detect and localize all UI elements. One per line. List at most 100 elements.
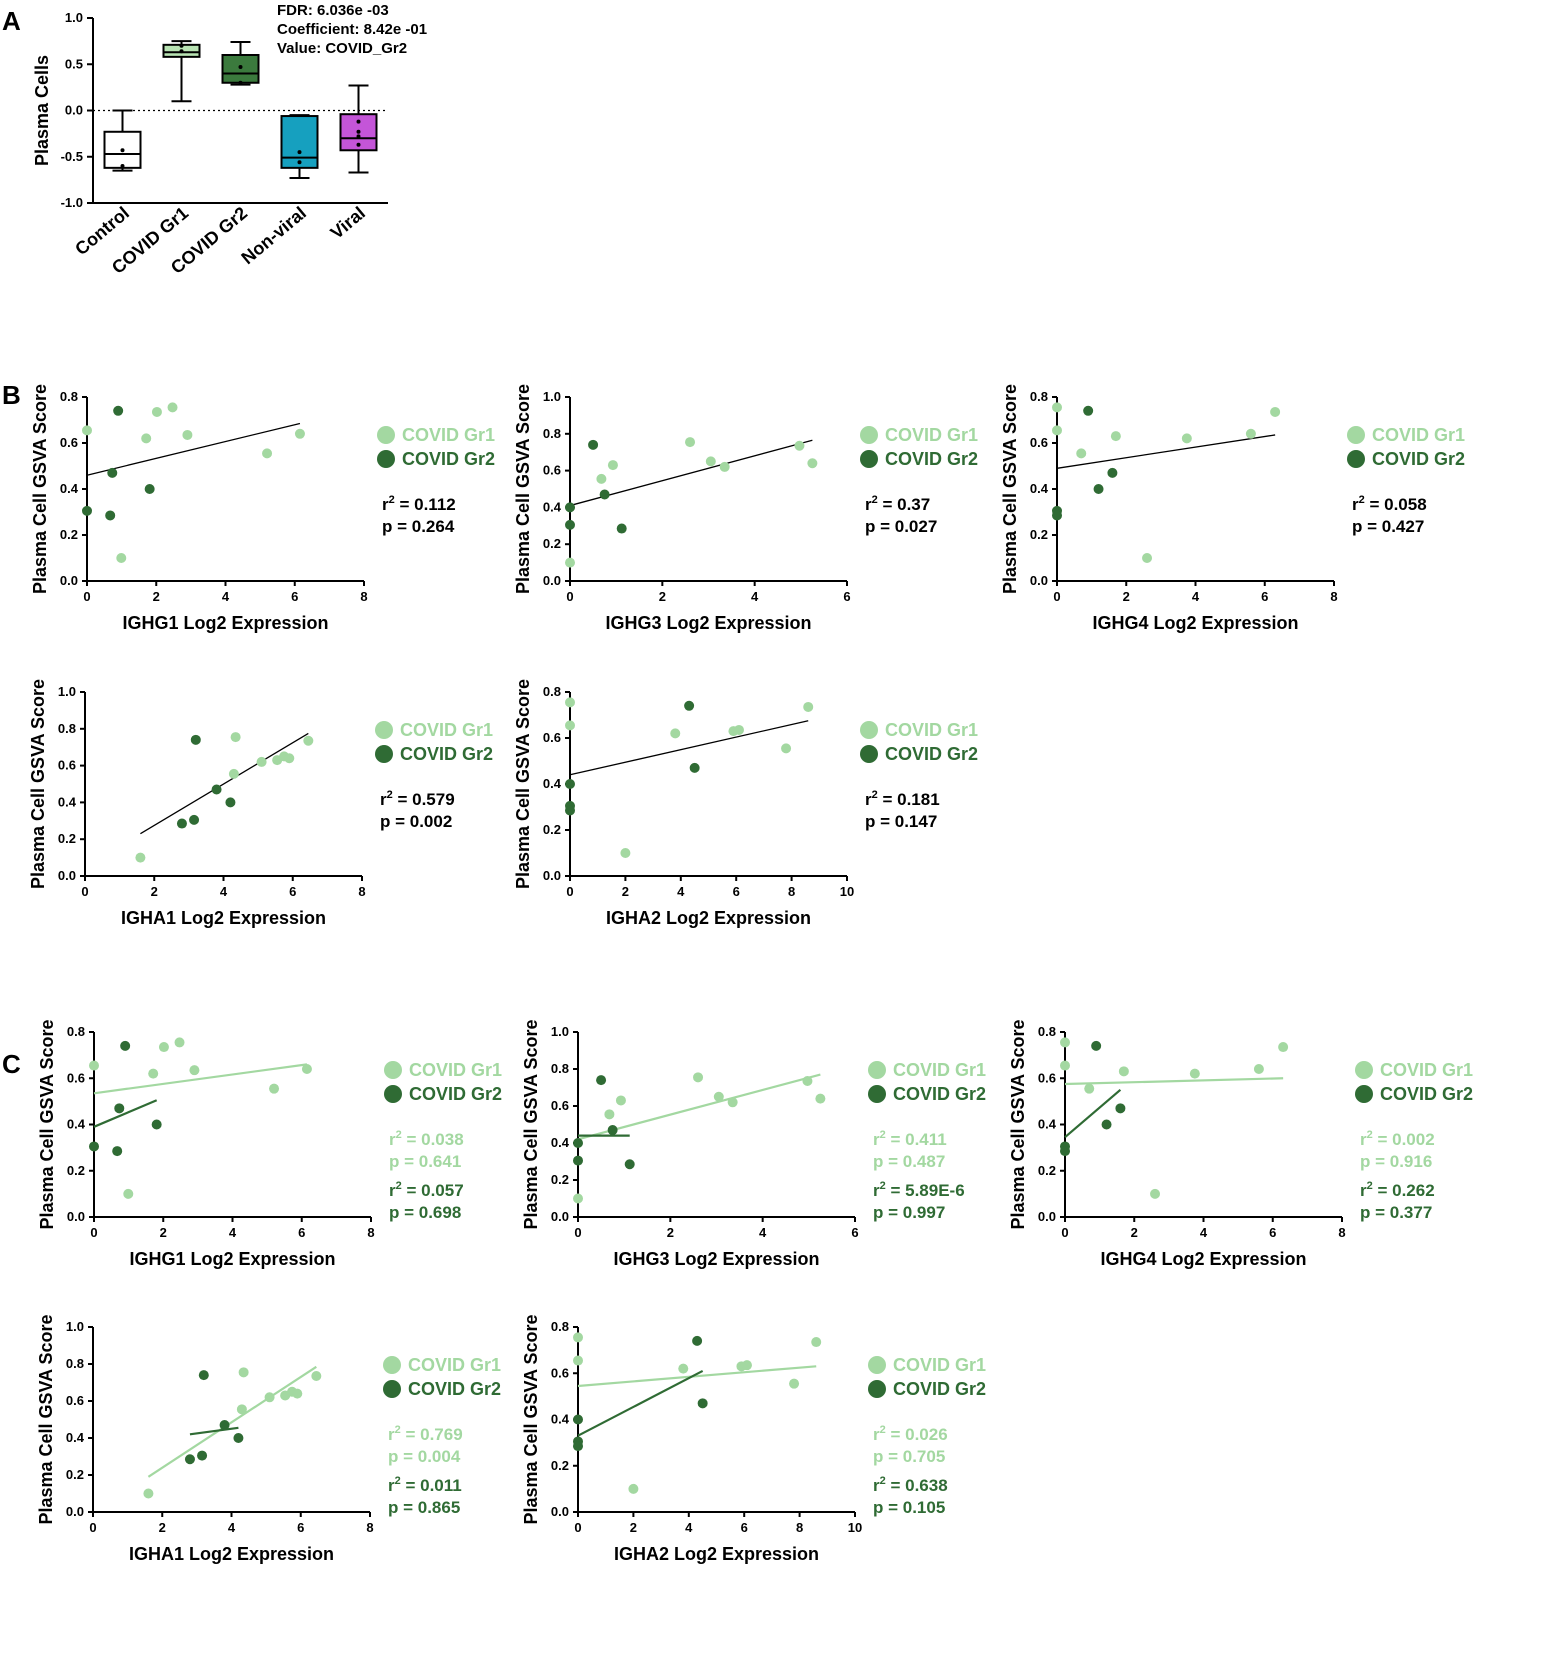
data-point-gr1 bbox=[174, 1037, 185, 1048]
x-tick-label: 8 bbox=[788, 884, 795, 899]
data-point-gr1 bbox=[815, 1093, 826, 1104]
data-point-gr1 bbox=[615, 1095, 626, 1106]
legend-marker-gr1 bbox=[868, 1061, 886, 1079]
stat-p-gr1: p = 0.487 bbox=[873, 1152, 945, 1171]
x-axis-title: IGHA1 Log2 Expression bbox=[121, 908, 326, 928]
data-point-gr1 bbox=[238, 1367, 249, 1378]
legend-label-gr1: COVID Gr1 bbox=[408, 1355, 501, 1375]
superscript-2: 2 bbox=[396, 1129, 402, 1141]
x-tick-label: 2 bbox=[153, 589, 160, 604]
x-tick-label: 6 bbox=[291, 589, 298, 604]
x-tick-label: 0 bbox=[574, 1225, 581, 1240]
data-point-gr2 bbox=[1115, 1103, 1126, 1114]
data-point-gr2 bbox=[599, 489, 610, 500]
legend-marker-gr2 bbox=[1355, 1085, 1373, 1103]
data-point-gr1 bbox=[741, 1360, 752, 1371]
x-tick-label: 0 bbox=[574, 1520, 581, 1535]
y-tick-label: -0.5 bbox=[61, 149, 83, 164]
legend-marker-gr2 bbox=[375, 745, 393, 763]
y-tick-label: 0.2 bbox=[60, 527, 78, 542]
y-tick-label: 0.6 bbox=[543, 730, 561, 745]
x-tick-label: 4 bbox=[677, 884, 685, 899]
stat-p-black: p = 0.147 bbox=[865, 812, 937, 831]
x-tick-label: 8 bbox=[796, 1520, 803, 1535]
superscript-2: 2 bbox=[880, 1475, 886, 1487]
stat-p-gr1: p = 0.916 bbox=[1360, 1152, 1432, 1171]
r-letter: r bbox=[380, 790, 387, 809]
data-point-gr2 bbox=[607, 1125, 618, 1136]
data-point-gr1 bbox=[292, 1388, 303, 1399]
x-tick-label: 8 bbox=[358, 884, 365, 899]
r2-value: = 0.026 bbox=[886, 1425, 948, 1444]
data-point-gr2 bbox=[565, 502, 575, 513]
stat-r2-black: r2 = 0.058 bbox=[1352, 494, 1427, 514]
scatter-chart-b2: 0.0 0.2 0.4 0.6 0.8 1.0 0 2 4 6 IGHG3 Log2 Express… bbox=[513, 384, 978, 633]
y-tick-label: 0.8 bbox=[1038, 1024, 1056, 1039]
scatter-chart-b3: 0.0 0.2 0.4 0.6 0.8 0 2 4 6 8 IGHG4 Log2 Expressio… bbox=[1000, 384, 1465, 633]
stat-p-gr2: p = 0.377 bbox=[1360, 1203, 1432, 1222]
x-axis-title: IGHA1 Log2 Expression bbox=[129, 1544, 334, 1564]
r-letter: r bbox=[388, 1476, 395, 1495]
y-tick-label: 0.0 bbox=[1030, 573, 1048, 588]
x-tick-label: 8 bbox=[366, 1520, 373, 1535]
outlier-dot bbox=[356, 134, 361, 139]
y-tick-label: 0.2 bbox=[543, 536, 561, 551]
panel-letter-b: B bbox=[2, 380, 21, 410]
stat-p-black: p = 0.427 bbox=[1352, 517, 1424, 536]
y-axis-title: Plasma Cell GSVA Score bbox=[513, 679, 533, 889]
r-letter: r bbox=[1360, 1181, 1367, 1200]
data-point-gr2 bbox=[120, 1040, 131, 1051]
data-point-gr1 bbox=[236, 1404, 247, 1415]
data-point-gr1 bbox=[301, 1064, 312, 1074]
y-tick-label: -1.0 bbox=[61, 195, 83, 210]
y-axis-title: Plasma Cell GSVA Score bbox=[28, 679, 48, 889]
x-tick-label: 4 bbox=[759, 1225, 767, 1240]
y-axis-title: Plasma Cell GSVA Score bbox=[521, 1314, 541, 1524]
scatter-chart-b5: 0.0 0.2 0.4 0.6 0.8 0 2 4 6 8 10 IGHA2 Log2 Express… bbox=[513, 679, 978, 928]
mean-dot bbox=[297, 150, 302, 155]
x-tick-label: 0 bbox=[566, 884, 573, 899]
superscript-2: 2 bbox=[1367, 1180, 1373, 1192]
data-point-gr2 bbox=[82, 505, 92, 516]
y-tick-label: 0.2 bbox=[67, 1163, 85, 1178]
data-point-gr1 bbox=[1052, 425, 1062, 436]
y-tick-label: 0.8 bbox=[58, 721, 76, 736]
data-point-gr2 bbox=[684, 700, 695, 711]
x-tick-label: 4 bbox=[228, 1520, 236, 1535]
legend-label-gr2: COVID Gr2 bbox=[885, 449, 978, 469]
data-point-gr1 bbox=[596, 473, 607, 484]
data-point-gr1 bbox=[1150, 1188, 1161, 1199]
y-axis-title: Plasma Cells bbox=[32, 55, 52, 166]
data-point-gr2 bbox=[565, 805, 575, 816]
data-point-gr1 bbox=[262, 448, 273, 459]
y-tick-label: 0.0 bbox=[58, 868, 76, 883]
stat-r2-black: r2 = 0.112 bbox=[382, 494, 456, 514]
data-point-gr1 bbox=[705, 456, 716, 467]
r-letter: r bbox=[873, 1476, 880, 1495]
trend-line-black bbox=[569, 439, 813, 507]
data-point-gr1 bbox=[802, 1076, 813, 1087]
x-tick-label: 2 bbox=[159, 1520, 166, 1535]
stat-r2-gr1: r2 = 0.038 bbox=[389, 1129, 464, 1149]
trend-line-gr2 bbox=[189, 1426, 239, 1436]
data-point-gr1 bbox=[89, 1060, 99, 1071]
trend-line-gr2 bbox=[577, 1369, 704, 1437]
y-tick-label: 0.8 bbox=[551, 1319, 569, 1334]
superscript-2: 2 bbox=[880, 1424, 886, 1436]
data-point-gr1 bbox=[1052, 402, 1062, 413]
legend-marker-gr1 bbox=[868, 1356, 886, 1374]
legend-marker-gr2 bbox=[383, 1380, 401, 1398]
stat-p-black: p = 0.027 bbox=[865, 517, 937, 536]
r2-value: = 0.638 bbox=[886, 1476, 948, 1495]
data-point-gr2 bbox=[189, 814, 200, 825]
data-point-gr1 bbox=[182, 429, 193, 440]
data-point-gr1 bbox=[1076, 448, 1087, 459]
legend-marker-gr2 bbox=[860, 745, 878, 763]
y-tick-label: 0.8 bbox=[1030, 389, 1048, 404]
data-point-gr2 bbox=[219, 1420, 230, 1431]
data-point-gr2 bbox=[107, 467, 118, 478]
legend-label-gr2: COVID Gr2 bbox=[893, 1379, 986, 1399]
x-axis-title: IGHG1 Log2 Expression bbox=[129, 1249, 335, 1269]
y-tick-label: 0.0 bbox=[543, 573, 561, 588]
y-tick-label: 0.5 bbox=[65, 56, 83, 71]
